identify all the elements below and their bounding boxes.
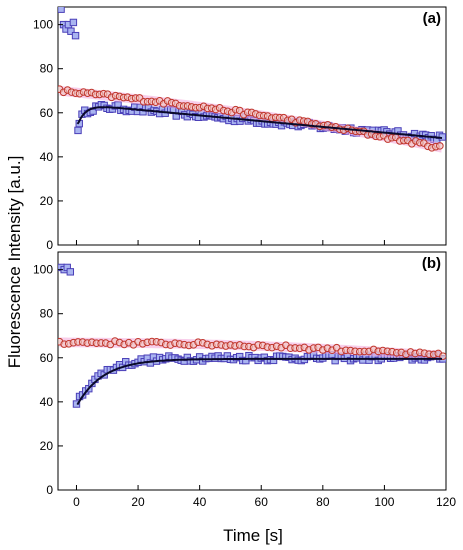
- panel-a-circle-point: [436, 142, 444, 150]
- panel-a: (a) 0 20 40 60 80 100: [33, 6, 447, 252]
- panel-b-fit-line: [76, 357, 442, 406]
- panel-a-y-tick-label: 60: [40, 106, 54, 120]
- panel-b-y-tick-label: 100: [33, 263, 53, 277]
- panel-b-plot-area: [58, 263, 446, 408]
- panel-a-label: (a): [423, 10, 441, 27]
- panel-a-y-tick-label: 20: [40, 194, 54, 208]
- panel-b-x-tick-label: 120: [436, 495, 456, 509]
- panel-a-y-tick-label: 80: [40, 62, 54, 76]
- panel-a-square-point: [71, 31, 80, 40]
- panel-b-frame: [57, 251, 447, 491]
- panel-a-square-point: [67, 27, 75, 35]
- panel-b-y-tick-label: 60: [40, 351, 54, 365]
- panel-b-y-tick-label: 80: [40, 307, 54, 321]
- panel-b-square-point: [66, 268, 75, 276]
- panel-b-x-tick-label: 0: [73, 495, 80, 509]
- panel-a-y-tick-label: 0: [46, 238, 53, 252]
- y-axis-label: Fluorescence Intensity [a.u.]: [5, 156, 24, 369]
- panel-a-plot-area: [58, 7, 446, 153]
- panel-b-label: (b): [422, 255, 441, 272]
- panel-b-x-tick-label: 40: [193, 495, 207, 509]
- panel-b: (b) 0 20 40 60 80 100 0 20 40 60 80 100 120: [33, 251, 456, 509]
- panel-b-x-tick-label: 80: [316, 495, 330, 509]
- panel-b-x-tick-label: 20: [131, 495, 145, 509]
- panel-b-circle-point: [439, 352, 446, 360]
- panel-a-y-tick-label: 100: [33, 18, 53, 32]
- panel-b-y-tick-label: 40: [40, 395, 54, 409]
- panel-b-y-tick-label: 0: [46, 483, 53, 497]
- panel-a-square-point: [58, 7, 65, 13]
- panel-a-frame: [57, 6, 447, 246]
- panel-a-square-point: [74, 126, 82, 135]
- x-axis-label: Time [s]: [223, 526, 283, 545]
- panel-a-fit-line: [76, 106, 443, 139]
- panel-b-square-point: [72, 400, 81, 408]
- panel-b-x-tick-label: 100: [374, 495, 394, 509]
- panel-b-y-tick-label: 20: [40, 439, 54, 453]
- panel-b-x-tick-label: 60: [255, 495, 269, 509]
- panel-a-y-tick-label: 40: [40, 150, 54, 164]
- panel-a-square-point: [69, 18, 78, 27]
